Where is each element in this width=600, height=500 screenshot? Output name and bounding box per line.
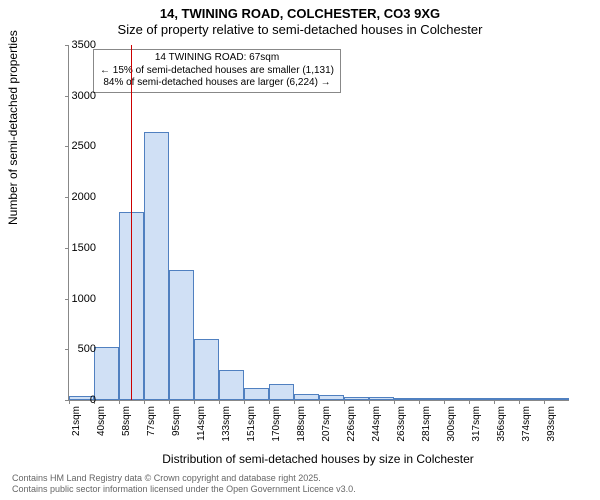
histogram-bar <box>369 397 394 400</box>
histogram-bar <box>294 394 319 400</box>
x-tick-label: 95sqm <box>171 406 182 436</box>
plot-area: 14 TWINING ROAD: 67sqm ← 15% of semi-det… <box>68 45 569 401</box>
chart-container: 14, TWINING ROAD, COLCHESTER, CO3 9XG Si… <box>0 0 600 500</box>
y-axis-label: Number of semi-detached properties <box>6 30 20 225</box>
x-tick-label: 356sqm <box>496 406 507 442</box>
x-tick-label: 263sqm <box>396 406 407 442</box>
histogram-bar <box>319 395 344 400</box>
x-tick-label: 170sqm <box>271 406 282 442</box>
x-tick-mark <box>269 400 270 404</box>
histogram-bar <box>544 398 569 400</box>
histogram-bar <box>494 398 519 400</box>
x-tick-mark <box>469 400 470 404</box>
x-tick-mark <box>344 400 345 404</box>
x-tick-label: 244sqm <box>371 406 382 442</box>
histogram-bar <box>469 398 494 400</box>
annotation-line2: ← 15% of semi-detached houses are smalle… <box>100 65 334 78</box>
x-tick-mark <box>494 400 495 404</box>
histogram-bar <box>144 132 169 400</box>
x-tick-mark <box>119 400 120 404</box>
x-tick-label: 114sqm <box>196 406 207 441</box>
histogram-bar <box>394 398 419 400</box>
chart-title-sub: Size of property relative to semi-detach… <box>0 22 600 37</box>
property-marker-line <box>131 45 132 400</box>
chart-title-main: 14, TWINING ROAD, COLCHESTER, CO3 9XG <box>0 6 600 21</box>
histogram-bar <box>94 347 119 400</box>
x-tick-mark <box>194 400 195 404</box>
y-tick-label: 1000 <box>56 293 96 305</box>
x-axis-label: Distribution of semi-detached houses by … <box>68 452 568 466</box>
x-tick-label: 21sqm <box>71 406 82 436</box>
x-tick-mark <box>369 400 370 404</box>
x-tick-label: 40sqm <box>96 406 107 436</box>
x-tick-label: 226sqm <box>346 406 357 442</box>
x-tick-mark <box>144 400 145 404</box>
x-tick-mark <box>244 400 245 404</box>
histogram-bar <box>194 339 219 400</box>
annotation-line1: 14 TWINING ROAD: 67sqm <box>100 52 334 65</box>
x-tick-mark <box>519 400 520 404</box>
x-tick-label: 133sqm <box>221 406 232 442</box>
x-tick-mark <box>294 400 295 404</box>
x-tick-label: 207sqm <box>321 406 332 442</box>
x-tick-label: 317sqm <box>471 406 482 442</box>
x-tick-mark <box>444 400 445 404</box>
x-tick-mark <box>544 400 545 404</box>
histogram-bar <box>169 270 194 400</box>
y-tick-label: 2000 <box>56 191 96 203</box>
histogram-bar <box>519 398 544 400</box>
histogram-bar <box>344 397 369 400</box>
x-tick-label: 281sqm <box>421 406 432 442</box>
x-tick-label: 393sqm <box>546 406 557 442</box>
x-tick-mark <box>419 400 420 404</box>
y-tick-label: 1500 <box>56 242 96 254</box>
histogram-bar <box>419 398 444 400</box>
histogram-bar <box>444 398 469 400</box>
x-tick-label: 374sqm <box>521 406 532 442</box>
x-tick-label: 151sqm <box>246 406 257 442</box>
y-tick-label: 500 <box>56 343 96 355</box>
x-tick-mark <box>319 400 320 404</box>
footer-attribution: Contains HM Land Registry data © Crown c… <box>12 473 356 495</box>
y-tick-label: 3500 <box>56 39 96 51</box>
y-tick-label: 2500 <box>56 140 96 152</box>
annotation-line3: 84% of semi-detached houses are larger (… <box>100 77 334 90</box>
x-tick-mark <box>169 400 170 404</box>
x-tick-label: 77sqm <box>146 406 157 436</box>
footer-line1: Contains HM Land Registry data © Crown c… <box>12 473 356 484</box>
x-tick-label: 188sqm <box>296 406 307 442</box>
x-tick-label: 300sqm <box>446 406 457 442</box>
footer-line2: Contains public sector information licen… <box>12 484 356 495</box>
y-tick-label: 3000 <box>56 90 96 102</box>
y-tick-label: 0 <box>56 394 96 406</box>
histogram-bar <box>269 384 294 400</box>
x-tick-mark <box>219 400 220 404</box>
histogram-bar <box>244 388 269 400</box>
histogram-bar <box>219 370 244 400</box>
x-tick-mark <box>394 400 395 404</box>
x-tick-label: 58sqm <box>121 406 132 436</box>
